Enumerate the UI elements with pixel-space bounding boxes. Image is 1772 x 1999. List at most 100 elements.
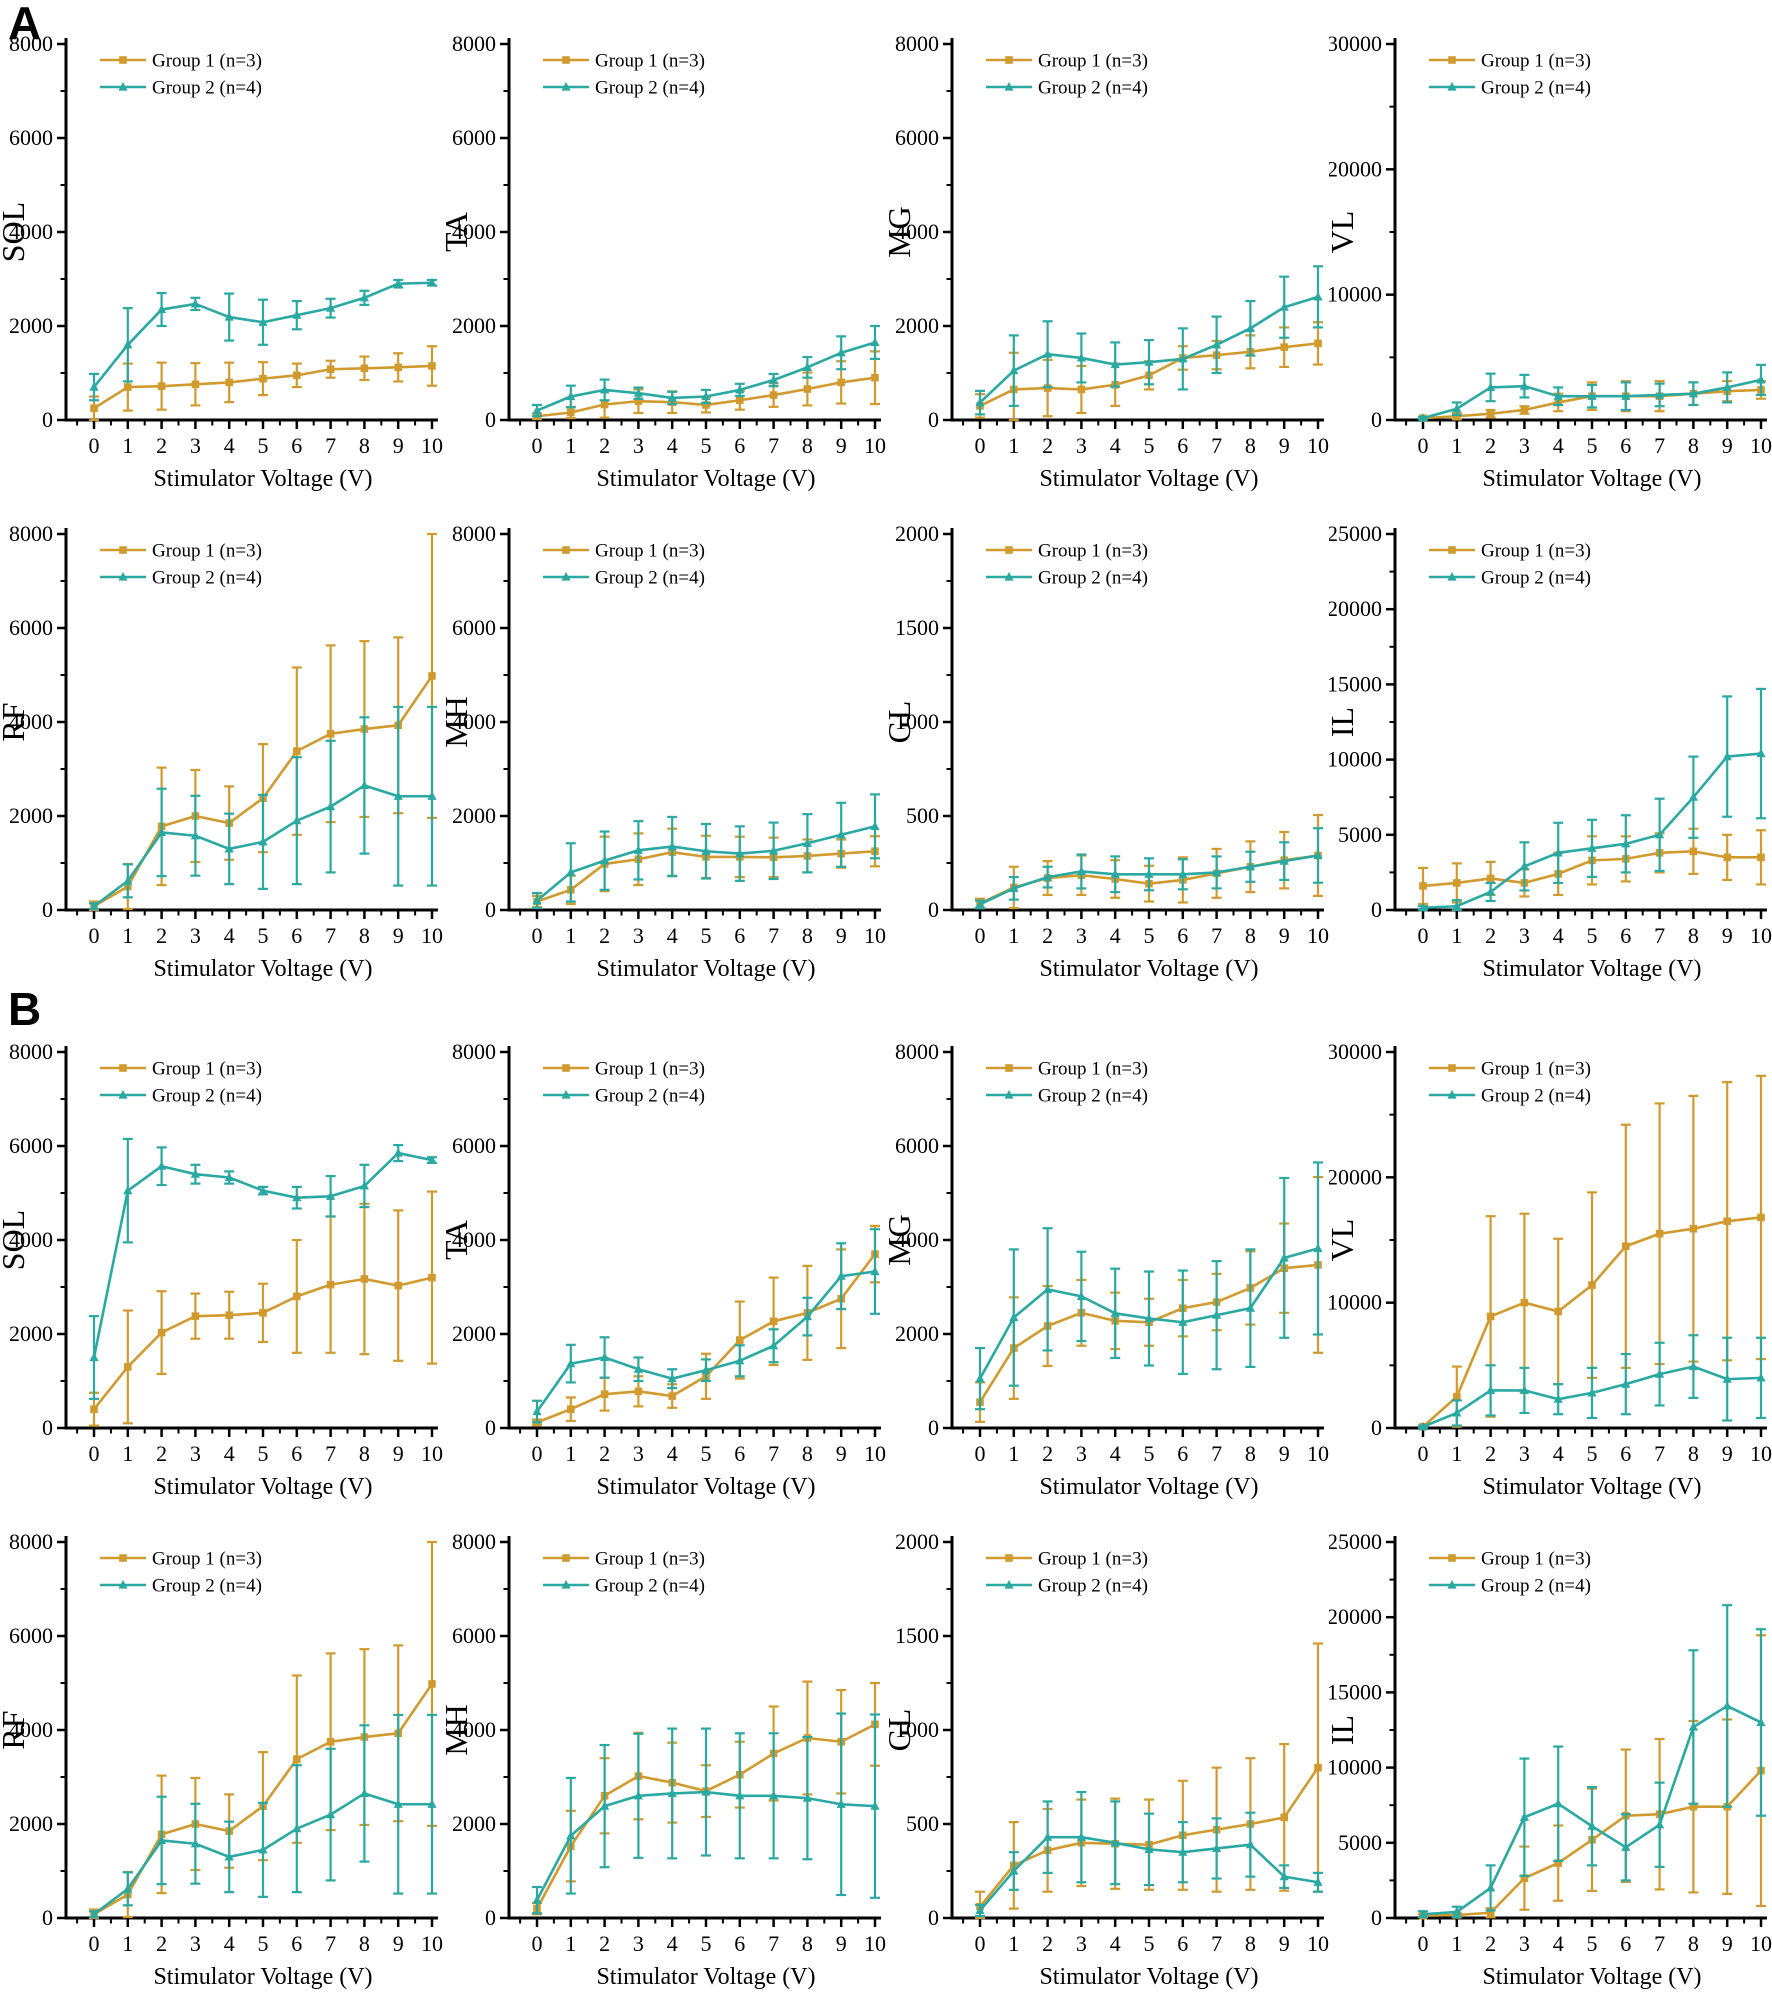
legend-marker-group1 [562, 56, 570, 64]
data-point [1313, 1877, 1323, 1886]
data-point [427, 791, 437, 800]
data-point [90, 1405, 98, 1413]
data-point [802, 838, 812, 847]
x-tick-label: 0 [975, 1931, 986, 1956]
y-tick-label: 30000 [1329, 1039, 1382, 1064]
x-tick-label: 5 [1587, 1931, 1598, 1956]
y-axis-title: MH [443, 1704, 474, 1756]
legend-label-group1: Group 1 (n=3) [152, 1059, 262, 1080]
x-tick-label: 7 [325, 433, 336, 458]
x-tick-label: 8 [802, 923, 813, 948]
y-axis-title: RF [0, 1710, 31, 1749]
data-point [566, 1358, 576, 1368]
x-tick-label: 8 [802, 433, 813, 458]
y-tick-label: 8000 [452, 521, 496, 546]
data-point [1520, 406, 1529, 414]
data-point [1043, 1832, 1053, 1841]
x-tick-label: 1 [1008, 923, 1019, 948]
data-point [359, 1180, 369, 1190]
x-axis-title: Stimulator Voltage (V) [1039, 1964, 1258, 1990]
data-point [258, 836, 268, 846]
x-tick-label: 2 [599, 433, 610, 458]
series-group2 [89, 1137, 437, 1400]
y-tick-label: 0 [1371, 407, 1382, 432]
x-tick-label: 6 [1177, 1931, 1188, 1956]
data-point [1110, 1837, 1120, 1847]
y-tick-label: 2000 [452, 803, 496, 828]
data-point [1655, 1819, 1665, 1829]
legend-label-group2: Group 2 (n=4) [152, 1086, 262, 1107]
legend-marker-group1 [1005, 56, 1013, 64]
y-tick-label: 4000 [895, 1227, 939, 1252]
data-point [1723, 1217, 1731, 1225]
data-point [600, 400, 609, 409]
data-point [1314, 1763, 1322, 1772]
data-point [359, 1788, 369, 1798]
x-tick-label: 3 [633, 1931, 644, 1956]
data-point [124, 383, 132, 391]
data-point [1144, 357, 1154, 366]
y-axis-title: GL [886, 701, 917, 744]
x-tick-label: 3 [1076, 1931, 1087, 1956]
data-point [1622, 1242, 1630, 1251]
data-point [1519, 1812, 1529, 1821]
y-tick-label: 0 [42, 407, 53, 432]
data-point [1689, 1802, 1698, 1811]
data-point [1245, 323, 1255, 332]
y-tick-label: 4000 [9, 709, 53, 734]
y-tick-label: 5000 [1338, 1830, 1382, 1855]
x-tick-label: 9 [1722, 923, 1733, 948]
x-tick-label: 0 [532, 1931, 543, 1956]
data-point [1722, 751, 1732, 761]
x-tick-label: 6 [734, 1931, 745, 1956]
x-tick-label: 1 [1451, 433, 1462, 458]
data-point [1043, 349, 1053, 358]
x-tick-label: 7 [1211, 433, 1222, 458]
x-tick-label: 5 [701, 433, 712, 458]
y-tick-label: 8000 [452, 1039, 496, 1064]
x-tick-label: 9 [393, 433, 404, 458]
data-point [1756, 1372, 1766, 1382]
x-tick-label: 4 [667, 923, 678, 948]
data-point [1688, 388, 1698, 398]
x-tick-label: 10 [1750, 1441, 1772, 1466]
data-point [393, 278, 403, 288]
y-tick-label: 2000 [895, 521, 939, 546]
x-tick-label: 0 [532, 1441, 543, 1466]
data-point [124, 1363, 132, 1371]
x-tick-label: 10 [1307, 433, 1329, 458]
data-point [566, 1830, 576, 1840]
data-point [769, 1340, 779, 1350]
x-tick-label: 3 [190, 923, 201, 948]
y-tick-label: 4000 [9, 1717, 53, 1742]
legend-label-group2: Group 2 (n=4) [595, 78, 705, 99]
x-tick-label: 0 [975, 923, 986, 948]
legend-label-group1: Group 1 (n=3) [1038, 1059, 1148, 1080]
x-tick-label: 8 [1245, 923, 1256, 948]
series-group2 [532, 1712, 880, 1915]
legend-label-group1: Group 1 (n=3) [1038, 1549, 1148, 1570]
series-group1 [532, 1224, 880, 1427]
x-tick-label: 10 [421, 1931, 443, 1956]
x-tick-label: 6 [1177, 433, 1188, 458]
panel-b: B 0 2000 4000 6000 8000 0 1 2 3 4 5 6 7 8 9 10 SOL Stimul… [0, 986, 1772, 1994]
y-tick-label: 0 [42, 1415, 53, 1440]
x-tick-label: 1 [1008, 433, 1019, 458]
x-tick-label: 5 [701, 923, 712, 948]
x-tick-label: 0 [1418, 1931, 1429, 1956]
x-tick-label: 7 [1654, 433, 1665, 458]
x-tick-label: 10 [1307, 1931, 1329, 1956]
legend-label-group1: Group 1 (n=3) [595, 1549, 705, 1570]
data-point [634, 397, 643, 405]
data-point [1655, 389, 1665, 399]
data-point [1043, 872, 1053, 881]
y-tick-label: 2000 [9, 1321, 53, 1346]
x-tick-label: 2 [1042, 923, 1053, 948]
series-group2 [1418, 1334, 1766, 1431]
x-tick-label: 3 [190, 1441, 201, 1466]
x-tick-label: 3 [1076, 1441, 1087, 1466]
